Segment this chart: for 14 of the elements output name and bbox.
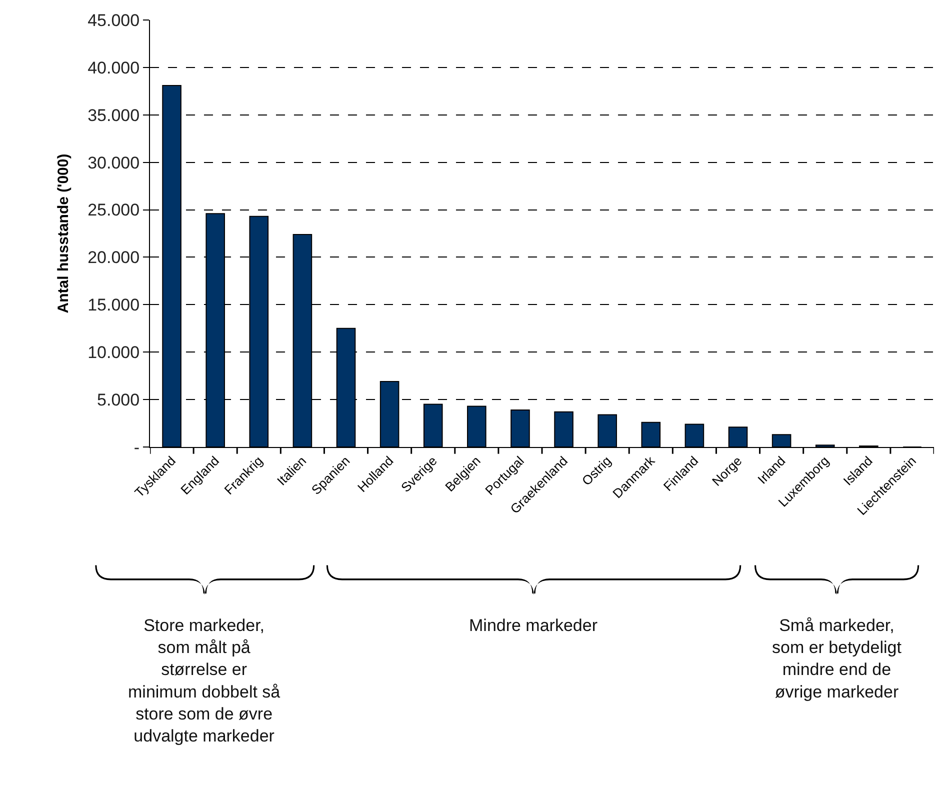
y-tick-label: 30.000	[88, 153, 140, 172]
y-tick-label: -	[134, 438, 140, 457]
y-tick-label: 40.000	[88, 58, 140, 78]
y-tick-label: 5.000	[97, 390, 140, 410]
y-axis-title: Antal husstande ('000)	[54, 154, 72, 314]
y-tick-label: 20.000	[88, 248, 140, 268]
text: Mindre markeder	[469, 616, 598, 635]
y-tick-label: 25.000	[88, 200, 140, 220]
text: Store markeder, som målt på størrelse er minimum dobbelt så store som de øvre udvalgte markeder	[128, 616, 281, 746]
text: Små markeder, som er betydeligt mindre end de øvrige markeder	[772, 616, 902, 702]
y-tick-label: 15.000	[88, 296, 140, 315]
y-tick-label: 10.000	[88, 343, 140, 362]
y-tick-label: 35.000	[88, 106, 140, 125]
y-tick-label: 45.000	[88, 10, 140, 30]
